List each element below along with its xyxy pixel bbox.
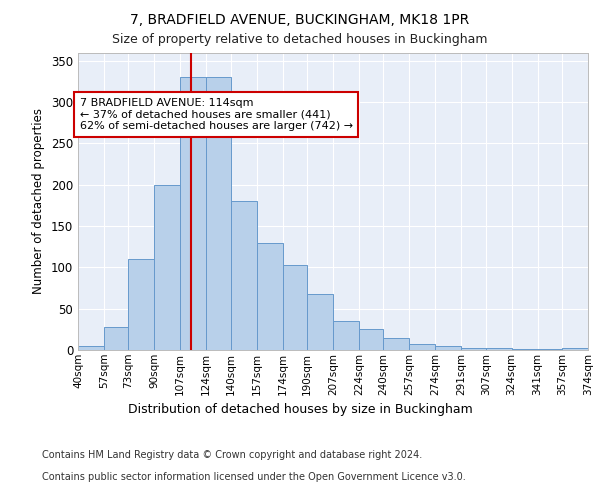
Bar (383, 338, 409, 350)
Bar (104, 327, 128, 350)
Bar (409, 344, 436, 350)
Bar (128, 259, 154, 350)
Text: 7, BRADFIELD AVENUE, BUCKINGHAM, MK18 1PR: 7, BRADFIELD AVENUE, BUCKINGHAM, MK18 1P… (130, 12, 470, 26)
Bar (154, 184, 181, 350)
Bar (257, 242, 283, 350)
Text: 7 BRADFIELD AVENUE: 114sqm
← 37% of detached houses are smaller (441)
62% of sem: 7 BRADFIELD AVENUE: 114sqm ← 37% of deta… (80, 98, 353, 131)
Bar (230, 201, 257, 350)
Bar (562, 348, 588, 350)
Bar (307, 294, 333, 350)
Bar (78, 346, 104, 350)
Bar (206, 78, 230, 350)
Text: Contains HM Land Registry data © Crown copyright and database right 2024.: Contains HM Land Registry data © Crown c… (42, 450, 422, 460)
Bar (538, 349, 562, 350)
Bar (359, 330, 383, 350)
Bar (461, 348, 485, 350)
Bar (436, 346, 461, 350)
Y-axis label: Number of detached properties: Number of detached properties (32, 108, 46, 294)
Text: Distribution of detached houses by size in Buckingham: Distribution of detached houses by size … (128, 402, 472, 415)
Bar (283, 265, 307, 350)
Bar (485, 348, 512, 350)
Text: Size of property relative to detached houses in Buckingham: Size of property relative to detached ho… (112, 32, 488, 46)
Bar (181, 78, 206, 350)
Text: Contains public sector information licensed under the Open Government Licence v3: Contains public sector information licen… (42, 472, 466, 482)
Bar (333, 321, 359, 350)
Bar (512, 349, 538, 350)
